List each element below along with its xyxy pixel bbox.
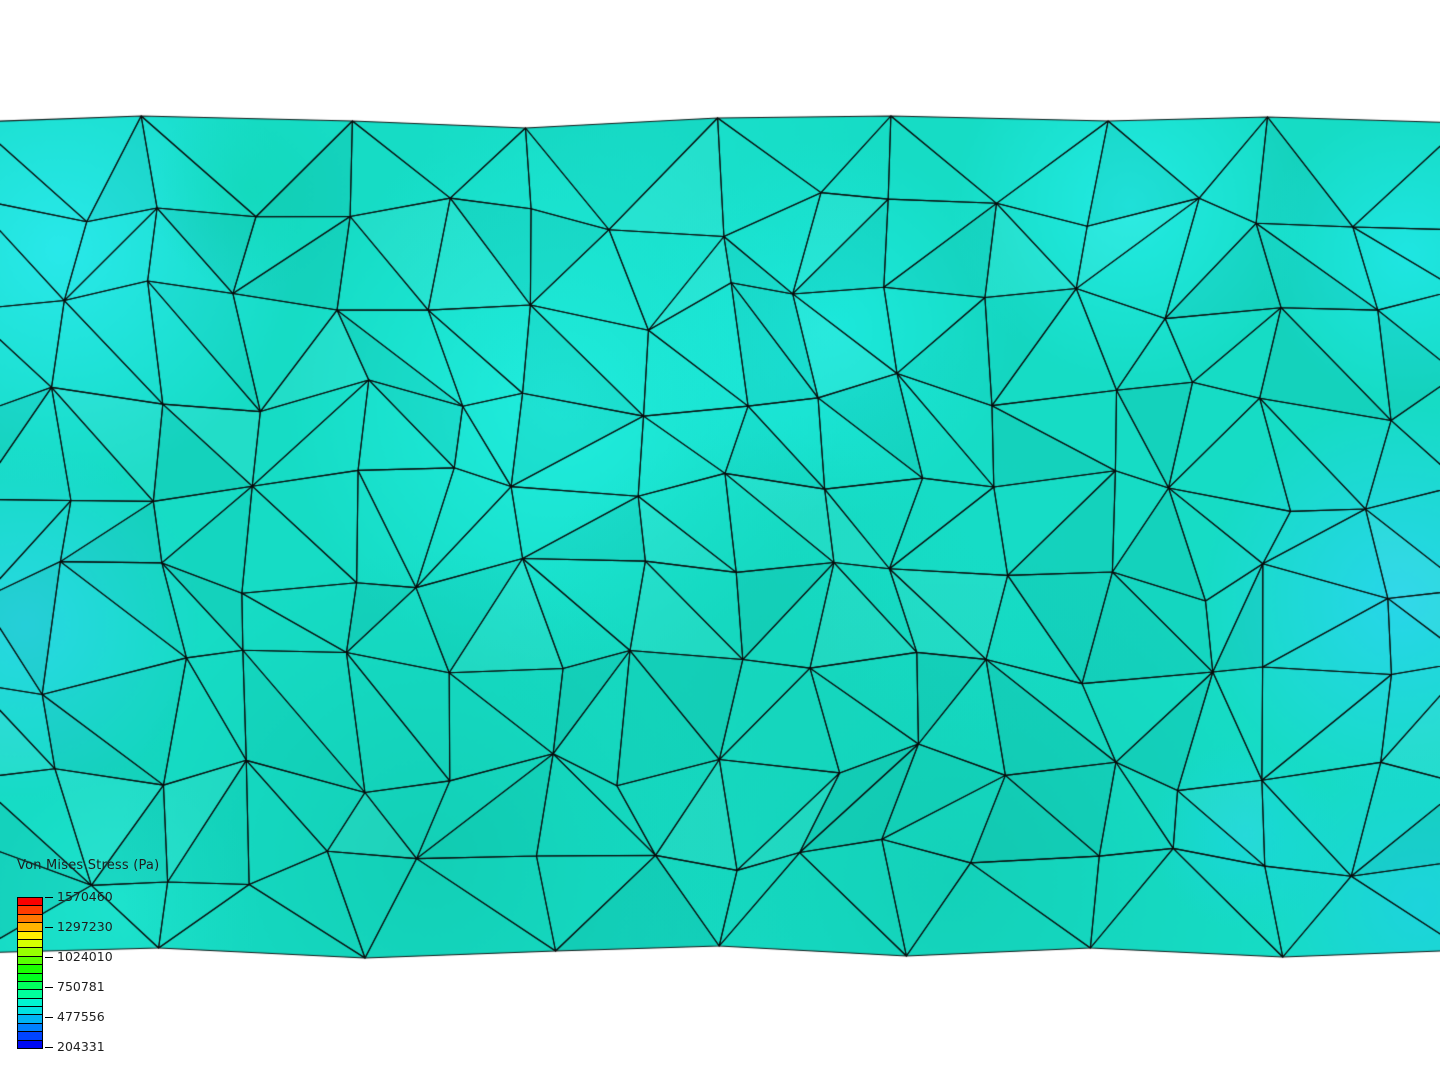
fea-mesh-canvas[interactable] [0, 0, 1440, 1080]
post-processing-viewport: Von Mises Stress (Pa) 1570460 1297230 1024… [0, 0, 1440, 1080]
